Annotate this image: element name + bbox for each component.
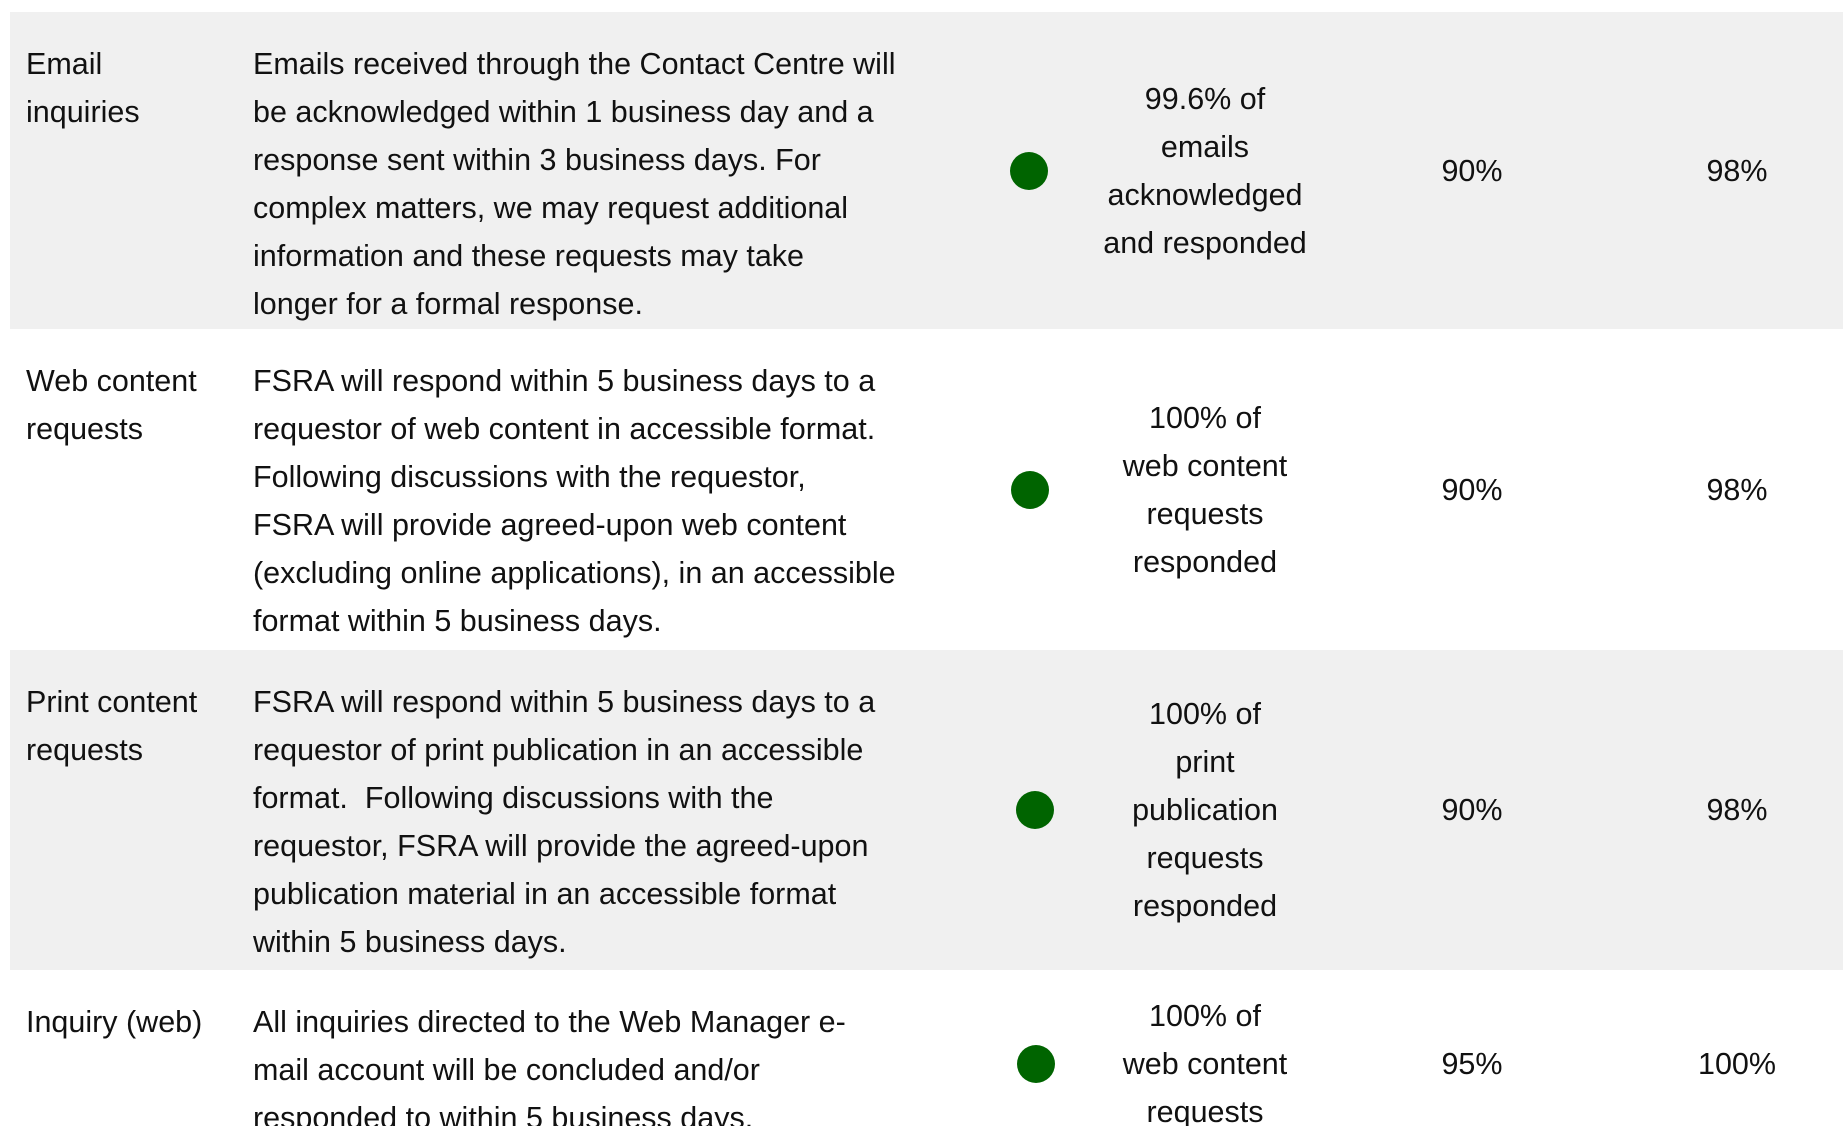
table-row: Email inquiries Emails received through th… — [10, 12, 1843, 329]
result-line: requests — [1146, 496, 1264, 531]
service-cell: Web content requests — [26, 357, 197, 453]
actual-cell: 98% — [1637, 12, 1837, 329]
result-line: print — [1175, 745, 1235, 779]
result-line: emails — [1160, 129, 1250, 164]
result-cell: 100% of print publication requests responded — [1085, 650, 1325, 970]
description-line: format. Following discussions with the — [253, 781, 774, 815]
target-cell: 95% — [1372, 970, 1572, 1126]
description-line: mail account will be concluded and/or — [253, 1053, 760, 1087]
description-line: requestor, FSRA will provide the agreed-… — [253, 829, 869, 863]
result-line: web content — [1122, 1047, 1288, 1081]
result-line: 100% of — [1149, 697, 1261, 731]
result-line: responded — [1132, 889, 1278, 923]
actual-cell: 98% — [1637, 329, 1837, 650]
description-line: response sent within 3 business days. Fo… — [253, 143, 821, 177]
result-cell: 100% of web content requests — [1085, 970, 1325, 1126]
target-cell: 90% — [1372, 12, 1572, 329]
description-line: within 5 business days. — [253, 925, 567, 959]
description-line: Emails received through the Contact Cent… — [253, 47, 896, 81]
result-line: 99.6% of — [1144, 81, 1266, 116]
description-line: format within 5 business days. — [253, 604, 662, 638]
description-line: publication material in an accessible fo… — [253, 877, 837, 911]
service-line: inquiries — [26, 95, 140, 129]
description-line: information and these requests may take — [253, 239, 804, 273]
result-cell: 100% of web content requests responded — [1085, 329, 1325, 650]
table-row: Web content requests FSRA will respond wit… — [10, 329, 1843, 650]
description-cell: Emails received through the Contact Cent… — [253, 40, 896, 328]
service-cell: Print content requests — [26, 678, 197, 774]
result-line: and responded — [1103, 225, 1307, 260]
description-line: complex matters, we may request addition… — [253, 191, 849, 225]
actual-cell: 100% — [1637, 970, 1837, 1126]
description-line: requestor of web content in accessible f… — [253, 412, 876, 446]
actual-value: 98% — [1706, 472, 1768, 507]
result-line: requests — [1146, 1095, 1264, 1126]
target-cell: 90% — [1372, 650, 1572, 970]
description-line: FSRA will respond within 5 business days… — [253, 364, 876, 398]
service-line: Inquiry (web) — [26, 1005, 203, 1039]
service-line: Web content — [26, 364, 197, 398]
status-dot — [1017, 1045, 1055, 1083]
result-line: responded — [1132, 544, 1278, 579]
service-line: Print content — [26, 685, 198, 719]
service-line: requests — [26, 412, 143, 446]
actual-cell: 98% — [1637, 650, 1837, 970]
table-row: Inquiry (web) All inquiries directed to t… — [10, 970, 1843, 1126]
description-line: requestor of print publication in an acc… — [253, 733, 864, 767]
description-line: (excluding online applications), in an a… — [253, 556, 896, 590]
target-value: 90% — [1441, 153, 1503, 188]
result-line: acknowledged — [1107, 177, 1303, 212]
description-line: FSRA will respond within 5 business days… — [253, 685, 876, 719]
description-line: responded to within 5 business days. — [253, 1101, 754, 1126]
target-value: 90% — [1441, 472, 1503, 507]
target-value: 95% — [1441, 1047, 1503, 1081]
service-line: requests — [26, 733, 143, 767]
target-cell: 90% — [1372, 329, 1572, 650]
description-cell: All inquiries directed to the Web Manage… — [253, 998, 846, 1126]
actual-value: 98% — [1706, 153, 1768, 188]
description-cell: FSRA will respond within 5 business days… — [253, 678, 875, 966]
service-line: Email — [26, 47, 103, 81]
target-value: 90% — [1441, 793, 1503, 827]
status-dot — [1016, 791, 1054, 829]
result-line: 100% of — [1149, 400, 1261, 435]
service-cell: Email inquiries — [26, 40, 140, 136]
actual-value: 98% — [1706, 793, 1768, 827]
description-line: be acknowledged within 1 business day an… — [253, 95, 874, 129]
status-dot — [1011, 470, 1049, 509]
description-cell: FSRA will respond within 5 business days… — [253, 357, 896, 645]
result-line: publication — [1132, 793, 1278, 827]
result-line: requests — [1146, 841, 1264, 875]
result-cell: 99.6% of emails acknowledged and responded — [1085, 12, 1325, 329]
description-line: All inquiries directed to the Web Manage… — [253, 1005, 846, 1039]
actual-value: 100% — [1697, 1047, 1776, 1081]
result-line: 100% of — [1149, 999, 1261, 1033]
service-cell: Inquiry (web) — [26, 998, 202, 1046]
table-row: Print content requests FSRA will respond w… — [10, 650, 1843, 970]
status-dot — [1010, 151, 1048, 190]
result-line: web content — [1122, 448, 1288, 483]
description-line: FSRA will provide agreed-upon web conten… — [253, 508, 847, 542]
description-line: Following discussions with the requestor… — [253, 460, 806, 494]
description-line: longer for a formal response. — [253, 287, 643, 321]
